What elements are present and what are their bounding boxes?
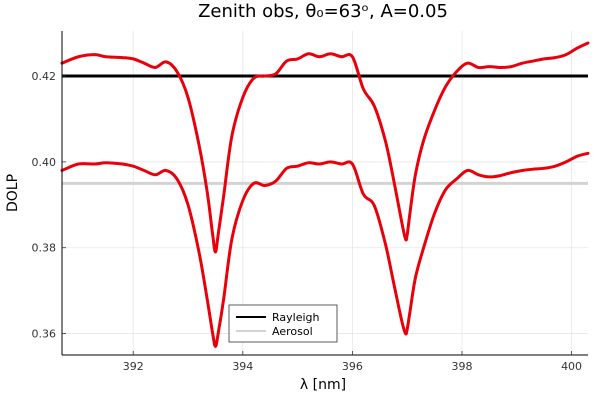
x-tick-label: 396 bbox=[342, 360, 363, 373]
x-tick-label: 398 bbox=[451, 360, 472, 373]
x-tick-label: 392 bbox=[123, 360, 144, 373]
reference-lines bbox=[62, 74, 588, 185]
series-2-line bbox=[60, 151, 590, 348]
legend-box bbox=[228, 304, 338, 343]
ticks: 392 394 396 398 400 0.36 0.38 0.40 0.42 bbox=[32, 70, 583, 373]
y-tick-label: 0.38 bbox=[32, 242, 57, 255]
y-axis-label: DOLP bbox=[5, 174, 21, 212]
axes bbox=[61, 31, 588, 356]
y-tick-label: 0.42 bbox=[32, 70, 57, 83]
x-axis-label: λ [nm] bbox=[300, 377, 346, 393]
y-tick-label: 0.40 bbox=[32, 156, 57, 169]
series-1-line bbox=[60, 41, 590, 254]
series-layer bbox=[60, 41, 590, 348]
y-tick-label: 0.36 bbox=[32, 328, 57, 341]
x-tick-label: 394 bbox=[232, 360, 253, 373]
x-tick-label: 400 bbox=[561, 360, 582, 373]
chart-title: Zenith obs, θ₀=63ᵒ, A=0.05 bbox=[198, 1, 448, 22]
legend-label-rayleigh: Rayleigh bbox=[272, 311, 320, 324]
legend-label-aerosol: Aerosol bbox=[272, 325, 313, 338]
